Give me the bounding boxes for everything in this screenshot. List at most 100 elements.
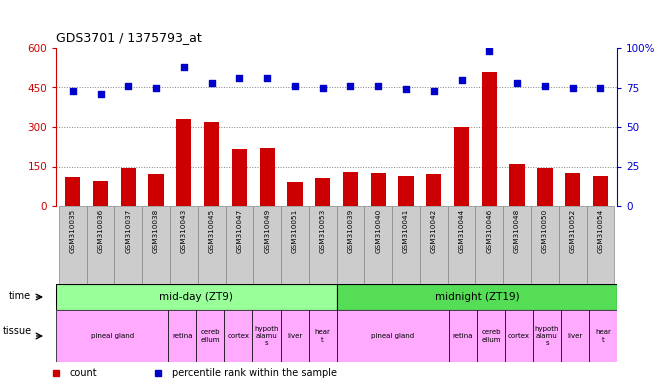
Point (150, 84, 161, 91)
Point (67, 88, 78, 94)
Text: GSM310035: GSM310035 (70, 209, 76, 253)
Point (568, 84, 578, 91)
Bar (399, 176, 414, 206)
Text: GSM310041: GSM310041 (403, 209, 409, 253)
Point (456, 76, 467, 83)
Point (317, 84, 328, 91)
Text: time: time (9, 291, 30, 301)
Bar (309, 206, 337, 284)
Text: mid-day (ZT9): mid-day (ZT9) (160, 292, 233, 302)
Bar (475, 206, 503, 284)
Bar (533, 310, 561, 362)
Bar (337, 310, 449, 362)
Bar (287, 182, 302, 206)
Text: GSM310052: GSM310052 (570, 209, 576, 253)
Text: GSM310044: GSM310044 (459, 209, 465, 253)
Text: GSM310053: GSM310053 (319, 209, 326, 253)
Bar (142, 206, 170, 284)
Text: hypoth
alamu
s: hypoth alamu s (535, 326, 559, 346)
Bar (170, 206, 198, 284)
Point (401, 86, 411, 92)
Bar (56, 310, 168, 362)
Text: GSM310043: GSM310043 (181, 209, 187, 253)
Point (512, 80, 523, 86)
Text: percentile rank within the sample: percentile rank within the sample (172, 368, 337, 378)
Bar (420, 206, 447, 284)
Text: retina: retina (172, 333, 193, 339)
Bar (198, 206, 226, 284)
Text: tissue: tissue (3, 326, 32, 336)
Bar (371, 173, 386, 206)
Bar (565, 173, 580, 206)
Bar (587, 206, 614, 284)
Point (179, 64, 189, 70)
Bar (315, 178, 331, 206)
Text: pineal gland: pineal gland (90, 333, 134, 339)
Point (595, 84, 606, 91)
Point (373, 83, 383, 89)
Bar (114, 206, 142, 284)
Point (290, 83, 300, 89)
Bar (281, 206, 309, 284)
Text: cereb
ellum: cereb ellum (201, 329, 220, 343)
Text: GDS3701 / 1375793_at: GDS3701 / 1375793_at (56, 31, 202, 44)
Bar (168, 310, 197, 362)
Bar (589, 310, 617, 362)
Bar (337, 206, 364, 284)
Bar (259, 148, 275, 206)
Text: cortex: cortex (228, 333, 249, 339)
Text: GSM310054: GSM310054 (597, 209, 603, 253)
Text: hear
t: hear t (595, 329, 611, 343)
Bar (121, 168, 136, 206)
Point (540, 83, 550, 89)
Bar (226, 206, 253, 284)
Text: liver: liver (287, 333, 302, 339)
Bar (477, 310, 505, 362)
Text: pineal gland: pineal gland (371, 333, 414, 339)
Bar (503, 206, 531, 284)
Point (207, 80, 217, 86)
Bar (252, 310, 280, 362)
Text: count: count (69, 368, 97, 378)
Bar (224, 310, 252, 362)
Bar (426, 174, 442, 206)
Text: GSM310045: GSM310045 (209, 209, 214, 253)
Point (345, 83, 356, 89)
Text: hypoth
alamu
s: hypoth alamu s (254, 326, 279, 346)
Text: retina: retina (453, 333, 473, 339)
Text: GSM310040: GSM310040 (376, 209, 381, 253)
Bar (65, 177, 81, 206)
Text: cereb
ellum: cereb ellum (481, 329, 501, 343)
Text: cortex: cortex (508, 333, 530, 339)
Bar (482, 72, 497, 206)
Point (123, 83, 133, 89)
Bar (537, 168, 552, 206)
Bar (449, 310, 477, 362)
Bar (176, 119, 191, 206)
Point (234, 75, 245, 81)
Text: GSM310047: GSM310047 (236, 209, 242, 253)
Bar (364, 206, 392, 284)
Text: GSM310036: GSM310036 (98, 209, 104, 253)
Bar (593, 176, 608, 206)
Bar (343, 172, 358, 206)
Bar (148, 174, 164, 206)
Point (428, 88, 439, 94)
Text: midnight (ZT19): midnight (ZT19) (434, 292, 519, 302)
Text: GSM310048: GSM310048 (514, 209, 520, 253)
Bar (280, 310, 309, 362)
Point (484, 48, 494, 54)
Bar (56, 284, 337, 310)
Text: liver: liver (568, 333, 583, 339)
Bar (86, 206, 114, 284)
Text: GSM310038: GSM310038 (153, 209, 159, 253)
Bar (510, 164, 525, 206)
Text: GSM310051: GSM310051 (292, 209, 298, 253)
Bar (232, 149, 247, 206)
Bar (309, 310, 337, 362)
Bar (93, 181, 108, 206)
Bar (561, 310, 589, 362)
Bar (59, 206, 86, 284)
Bar (253, 206, 281, 284)
Text: GSM310050: GSM310050 (542, 209, 548, 253)
